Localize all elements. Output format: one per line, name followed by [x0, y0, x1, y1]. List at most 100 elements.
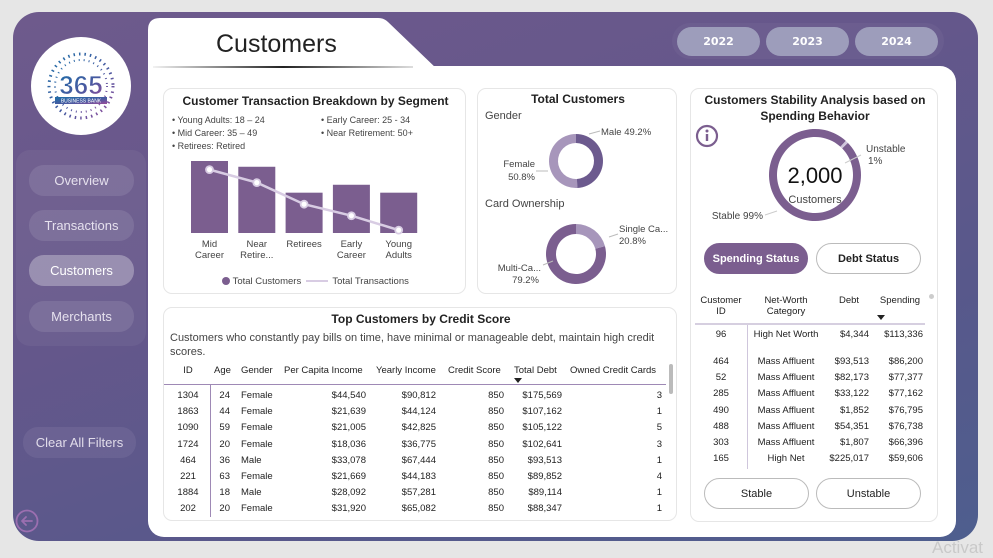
stability-slice-unstable[interactable] [840, 140, 848, 149]
col-credit-score[interactable]: Credit Score [448, 365, 501, 376]
stability-table-row[interactable]: 96 High Net Worth $4,344 $113,336 [695, 329, 925, 345]
id-cell: 464 [180, 454, 196, 466]
note-young-adults: • Young Adults: 18 – 24 [172, 115, 265, 125]
gender-cell: Female [241, 471, 273, 482]
note-mid-career: • Mid Career: 35 – 49 [172, 128, 258, 138]
net-worth-cell: Mass Affluent [757, 404, 815, 416]
col-net-worth[interactable]: Net-Worth Category [764, 295, 808, 317]
col-debt[interactable]: Debt [838, 295, 860, 306]
col-yearly-income[interactable]: Yearly Income [376, 365, 436, 376]
gender-cell: Female [241, 503, 273, 515]
gender-slice-male[interactable] [576, 134, 603, 188]
credit-table-row[interactable]: 1863 44 Female $21,639 $44,124 850 $107,162 1 [164, 406, 666, 422]
id-cell: 1863 [177, 406, 199, 418]
credit-title: Top Customers by Credit Score [331, 312, 511, 326]
stability-table-row[interactable]: 165 High Net $225,017 $59,606 [695, 453, 925, 469]
credit-table-row[interactable]: 202 20 Female $31,920 $65,082 850 $88,347 1 [164, 503, 666, 519]
debt-cell: $54,351 [834, 420, 869, 432]
debt-cell: $225,017 [829, 453, 869, 465]
credit-score-card: Top Customers by Credit Score Customers … [163, 307, 677, 521]
credit-table-row[interactable]: 1884 18 Male $28,092 $57,281 850 $89,114 1 [164, 487, 666, 503]
multi-card-pct: 79.2% [512, 275, 539, 286]
credit-table-row[interactable]: 221 63 Female $21,669 $44,183 850 $89,852 4 [164, 471, 666, 487]
stability-table-row[interactable]: 285 Mass Affluent $33,122 $77,162 [695, 388, 925, 404]
year-2023-button[interactable]: 2023 [766, 27, 849, 56]
yearly-income-cell: $44,183 [401, 471, 436, 482]
total-customers-title: Total Customers [531, 92, 625, 106]
note-near-retirement: • Near Retirement: 50+ [321, 128, 413, 138]
per-capita-income-cell: $21,669 [331, 471, 366, 482]
gender-slice-female[interactable] [549, 134, 578, 188]
gender-cell: Male [241, 454, 262, 466]
stability-card: Customers Stability Analysis based on Sp… [690, 88, 938, 522]
col-age[interactable]: Age [214, 365, 231, 376]
year-2024-button[interactable]: 2024 [855, 27, 938, 56]
stability-table-row[interactable]: 52 Mass Affluent $82,173 $77,377 [695, 372, 925, 388]
unstable-filter-button[interactable]: Unstable [816, 478, 921, 509]
bar-1[interactable] [238, 166, 276, 233]
credit-table-row[interactable]: 464 36 Male $33,078 $67,444 850 $93,513 1 [164, 455, 666, 471]
back-button[interactable] [15, 509, 39, 533]
credit-table-row[interactable]: 1304 24 Female $44,540 $90,812 850 $175,569 3 [164, 390, 666, 406]
customer-id-cell: 165 [713, 453, 729, 465]
spending-cell: $113,336 [884, 329, 923, 340]
owned-cards-cell: 1 [656, 454, 662, 466]
col-customer-id[interactable]: Customer ID [700, 295, 742, 317]
x-tick-label-0: Career [195, 250, 224, 261]
nav-customers[interactable]: Customers [29, 255, 134, 286]
col-owned-credit-cards[interactable]: Owned Credit Cards [570, 365, 657, 376]
logo-text: BUSINESS BANK [61, 99, 102, 105]
nav-overview[interactable]: Overview [29, 165, 134, 196]
stability-table-row[interactable]: 464 Mass Affluent $93,513 $86,200 [695, 356, 925, 372]
col-per-capita-income[interactable]: Per Capita Income [284, 365, 363, 376]
line-point-3[interactable] [346, 211, 356, 221]
card-slice-single-ca-[interactable] [576, 224, 605, 249]
segment-chart-title: Customer Transaction Breakdown by Segmen… [182, 94, 449, 108]
unstable-leader [844, 154, 862, 164]
credit-table-row[interactable]: 1090 59 Female $21,005 $42,825 850 $105,122 5 [164, 422, 666, 438]
bar-3[interactable] [332, 184, 370, 233]
col-gender[interactable]: Gender [241, 365, 273, 376]
line-point-0[interactable] [205, 165, 214, 175]
year-2022-button[interactable]: 2022 [677, 27, 760, 56]
owned-cards-cell: 4 [656, 471, 662, 482]
single-card-label: Single Ca... [619, 224, 668, 235]
x-tick-label-3: Career [337, 250, 366, 261]
customer-id-cell: 490 [713, 404, 729, 416]
per-capita-income-cell: $28,092 [331, 487, 366, 499]
stability-table-row[interactable]: 490 Mass Affluent $1,852 $76,795 [695, 405, 925, 421]
line-point-1[interactable] [252, 178, 262, 187]
x-tick-label-2: Retirees [286, 239, 322, 250]
owned-cards-cell: 5 [656, 422, 662, 434]
stability-table-row[interactable]: 488 Mass Affluent $54,351 $76,738 [695, 421, 925, 437]
col-id[interactable]: ID [183, 365, 193, 376]
debt-status-button[interactable]: Debt Status [816, 243, 921, 274]
line-point-4[interactable] [394, 225, 404, 235]
customer-id-cell: 285 [713, 388, 729, 400]
scroll-indicator[interactable] [929, 294, 934, 299]
column-divider [747, 325, 748, 469]
col-spending[interactable]: Spending [879, 295, 921, 306]
age-cell: 20 [219, 503, 230, 515]
credit-description: Customers who constantly pay bills on ti… [170, 332, 655, 358]
segment-legend: Total Customers Total Transactions [164, 276, 467, 287]
stability-table-row[interactable]: 303 Mass Affluent $1,807 $66,396 [695, 437, 925, 453]
credit-table: ID Age Gender Per Capita Income Yearly I… [164, 364, 670, 520]
line-point-2[interactable] [299, 199, 309, 209]
nav-transactions[interactable]: Transactions [29, 210, 134, 241]
spending-cell: $77,377 [888, 372, 923, 384]
clear-all-filters-button[interactable]: Clear All Filters [23, 427, 136, 458]
stable-filter-button[interactable]: Stable [704, 478, 809, 509]
card-slice-multi-ca-[interactable] [546, 224, 606, 284]
credit-score-cell: 850 [488, 406, 504, 418]
col-total-debt[interactable]: Total Debt [514, 365, 557, 376]
table-scrollbar[interactable] [669, 364, 673, 394]
info-icon[interactable] [694, 123, 720, 149]
debt-cell: $93,513 [834, 356, 869, 367]
debt-cell: $1,852 [839, 404, 869, 416]
spending-status-button[interactable]: Spending Status [704, 243, 808, 274]
credit-table-row[interactable]: 1724 20 Female $18,036 $36,775 850 $102,641 3 [164, 439, 666, 455]
nav-merchants[interactable]: Merchants [29, 301, 134, 332]
total-debt-cell: $107,162 [522, 406, 562, 418]
